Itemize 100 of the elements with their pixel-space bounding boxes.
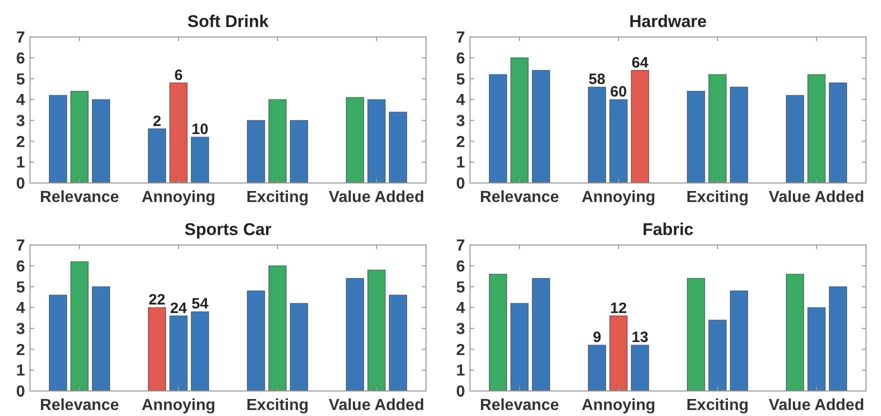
x-tick-label: Annoying	[582, 189, 656, 206]
y-tick-label: 7	[456, 30, 466, 47]
chart-title: Hardware	[629, 12, 707, 31]
x-tick-label: Exciting	[686, 397, 749, 414]
annotation: 10	[192, 121, 208, 138]
x-tick-label: Value Added	[768, 397, 864, 414]
bar	[609, 316, 628, 392]
bar	[246, 290, 266, 392]
bar	[828, 82, 848, 184]
bar	[246, 120, 266, 184]
bar	[730, 290, 748, 392]
x-tick-label: Exciting	[246, 397, 309, 414]
bar	[48, 95, 68, 184]
y-tick-label: 1	[16, 362, 26, 380]
bar	[190, 311, 210, 392]
x-tick-label: Relevance	[40, 397, 120, 414]
bar	[532, 70, 550, 184]
annotation: 22	[148, 292, 166, 309]
bar	[708, 74, 727, 184]
bar	[190, 136, 210, 184]
bar	[708, 320, 727, 392]
x-tick-label: Relevance	[480, 397, 560, 414]
x-tick-label: Value Added	[328, 397, 424, 414]
y-tick-label: 4	[16, 92, 26, 110]
chart-title: Sports Car	[184, 220, 272, 239]
annotation: 54	[192, 296, 209, 313]
bar	[148, 128, 166, 184]
chart-title: Fabric	[642, 220, 694, 239]
bar	[786, 95, 804, 184]
y-tick-label: 1	[456, 154, 466, 172]
x-tick-label: Exciting	[246, 189, 309, 206]
y-tick-label: 3	[16, 113, 26, 130]
bar	[367, 270, 386, 392]
y-tick-label: 3	[16, 321, 26, 338]
bar	[686, 90, 706, 184]
y-tick-label: 5	[16, 279, 26, 296]
bar	[268, 99, 287, 184]
bar	[92, 99, 110, 184]
x-tick-label: Value Added	[328, 189, 424, 206]
y-tick-label: 6	[456, 50, 466, 68]
bar	[807, 74, 826, 184]
annotation: 9	[592, 329, 602, 346]
bar	[388, 294, 408, 392]
y-tick-label: 2	[456, 134, 466, 151]
x-tick-label: Annoying	[582, 397, 656, 414]
y-tick-label: 1	[456, 362, 466, 380]
bar	[290, 120, 308, 184]
y-tick-label: 6	[16, 258, 26, 276]
bar	[346, 278, 364, 392]
y-tick-label: 2	[456, 342, 466, 359]
y-tick-label: 4	[16, 300, 26, 318]
bar	[48, 294, 68, 392]
annotation: 64	[632, 54, 649, 72]
y-tick-label: 0	[16, 384, 26, 401]
y-tick-label: 5	[16, 71, 26, 88]
y-tick-label: 5	[456, 279, 466, 296]
y-tick-label: 3	[456, 113, 466, 130]
bar	[488, 274, 508, 392]
annotation: 24	[170, 300, 188, 317]
annotation: 6	[174, 66, 183, 84]
x-tick-label: Exciting	[686, 189, 749, 206]
bar	[388, 112, 408, 184]
x-tick-label: Relevance	[40, 189, 120, 206]
y-tick-label: 7	[16, 30, 26, 47]
y-tick-label: 6	[456, 258, 466, 276]
x-tick-label: Annoying	[142, 397, 216, 414]
bar	[588, 86, 606, 184]
annotation: 60	[610, 84, 627, 101]
bar	[807, 307, 826, 392]
bar	[70, 261, 89, 392]
bar	[148, 307, 166, 392]
annotation: 2	[152, 112, 162, 130]
bar	[290, 303, 308, 392]
y-tick-label: 2	[16, 134, 26, 151]
y-tick-label: 3	[456, 321, 466, 338]
bar	[828, 286, 848, 392]
y-tick-label: 5	[456, 71, 466, 88]
y-tick-label: 4	[456, 300, 466, 318]
y-tick-label: 6	[16, 50, 26, 68]
annotation: 58	[588, 71, 606, 88]
y-tick-label: 7	[16, 238, 26, 255]
y-tick-label: 0	[456, 384, 466, 401]
x-tick-label: Value Added	[768, 189, 864, 206]
x-tick-label: Relevance	[480, 189, 560, 206]
annotation: 12	[610, 300, 627, 317]
x-tick-label: Annoying	[142, 189, 216, 206]
bar	[92, 286, 110, 392]
y-tick-label: 4	[456, 92, 466, 110]
bar	[630, 70, 650, 184]
bar	[686, 278, 706, 392]
bar	[70, 90, 89, 184]
bar	[169, 82, 188, 184]
bar	[488, 74, 508, 184]
bar	[730, 86, 748, 184]
chart-title: Soft Drink	[187, 12, 270, 31]
bar	[510, 303, 529, 392]
y-tick-label: 0	[16, 176, 26, 193]
bar	[510, 58, 529, 184]
y-tick-label: 2	[16, 342, 26, 359]
y-tick-label: 7	[456, 238, 466, 255]
